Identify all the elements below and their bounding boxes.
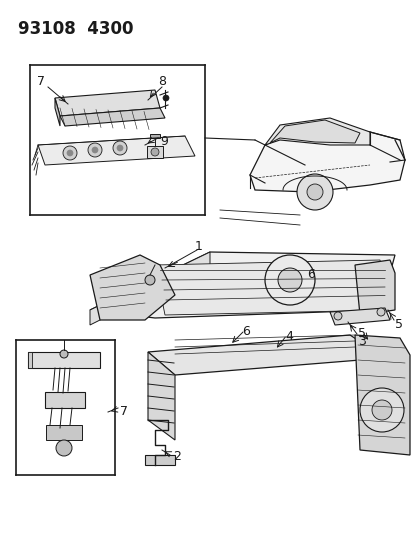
Text: 9: 9 xyxy=(159,135,167,148)
Circle shape xyxy=(163,95,169,101)
Polygon shape xyxy=(60,108,165,126)
Text: 1: 1 xyxy=(195,240,202,253)
Polygon shape xyxy=(90,255,175,320)
Polygon shape xyxy=(90,252,209,325)
Polygon shape xyxy=(38,136,195,165)
Polygon shape xyxy=(55,90,159,116)
Polygon shape xyxy=(154,260,389,315)
Polygon shape xyxy=(55,98,60,126)
Polygon shape xyxy=(46,425,82,440)
Text: 4: 4 xyxy=(284,330,292,343)
Polygon shape xyxy=(354,335,409,455)
Polygon shape xyxy=(147,335,384,375)
Circle shape xyxy=(376,308,384,316)
Text: 7: 7 xyxy=(120,405,128,418)
Polygon shape xyxy=(28,352,100,368)
Text: 2: 2 xyxy=(173,450,180,463)
Circle shape xyxy=(264,255,314,305)
Circle shape xyxy=(333,312,341,320)
Circle shape xyxy=(117,145,123,151)
Circle shape xyxy=(63,146,77,160)
Circle shape xyxy=(88,143,102,157)
Circle shape xyxy=(92,147,98,153)
Circle shape xyxy=(371,400,391,420)
Circle shape xyxy=(56,440,72,456)
Polygon shape xyxy=(354,260,394,315)
Text: 8: 8 xyxy=(158,75,166,88)
Circle shape xyxy=(359,388,403,432)
Text: 6: 6 xyxy=(242,325,249,338)
Circle shape xyxy=(145,275,154,285)
Polygon shape xyxy=(90,252,394,318)
Circle shape xyxy=(151,148,159,156)
Polygon shape xyxy=(28,352,32,368)
Text: 7: 7 xyxy=(37,75,45,88)
Polygon shape xyxy=(45,392,85,408)
Circle shape xyxy=(67,150,73,156)
Text: 93108  4300: 93108 4300 xyxy=(18,20,133,38)
Polygon shape xyxy=(329,308,389,325)
Circle shape xyxy=(306,184,322,200)
Text: 6: 6 xyxy=(306,268,314,281)
Text: 5: 5 xyxy=(394,318,402,331)
Text: 5: 5 xyxy=(357,327,365,340)
Circle shape xyxy=(60,350,68,358)
Polygon shape xyxy=(145,455,175,465)
Polygon shape xyxy=(249,130,404,192)
Polygon shape xyxy=(147,352,175,440)
Polygon shape xyxy=(150,134,159,138)
Circle shape xyxy=(113,141,127,155)
Polygon shape xyxy=(147,146,163,158)
Circle shape xyxy=(296,174,332,210)
Polygon shape xyxy=(269,120,359,143)
Polygon shape xyxy=(264,118,369,145)
Circle shape xyxy=(277,268,301,292)
Text: 3: 3 xyxy=(357,335,365,348)
